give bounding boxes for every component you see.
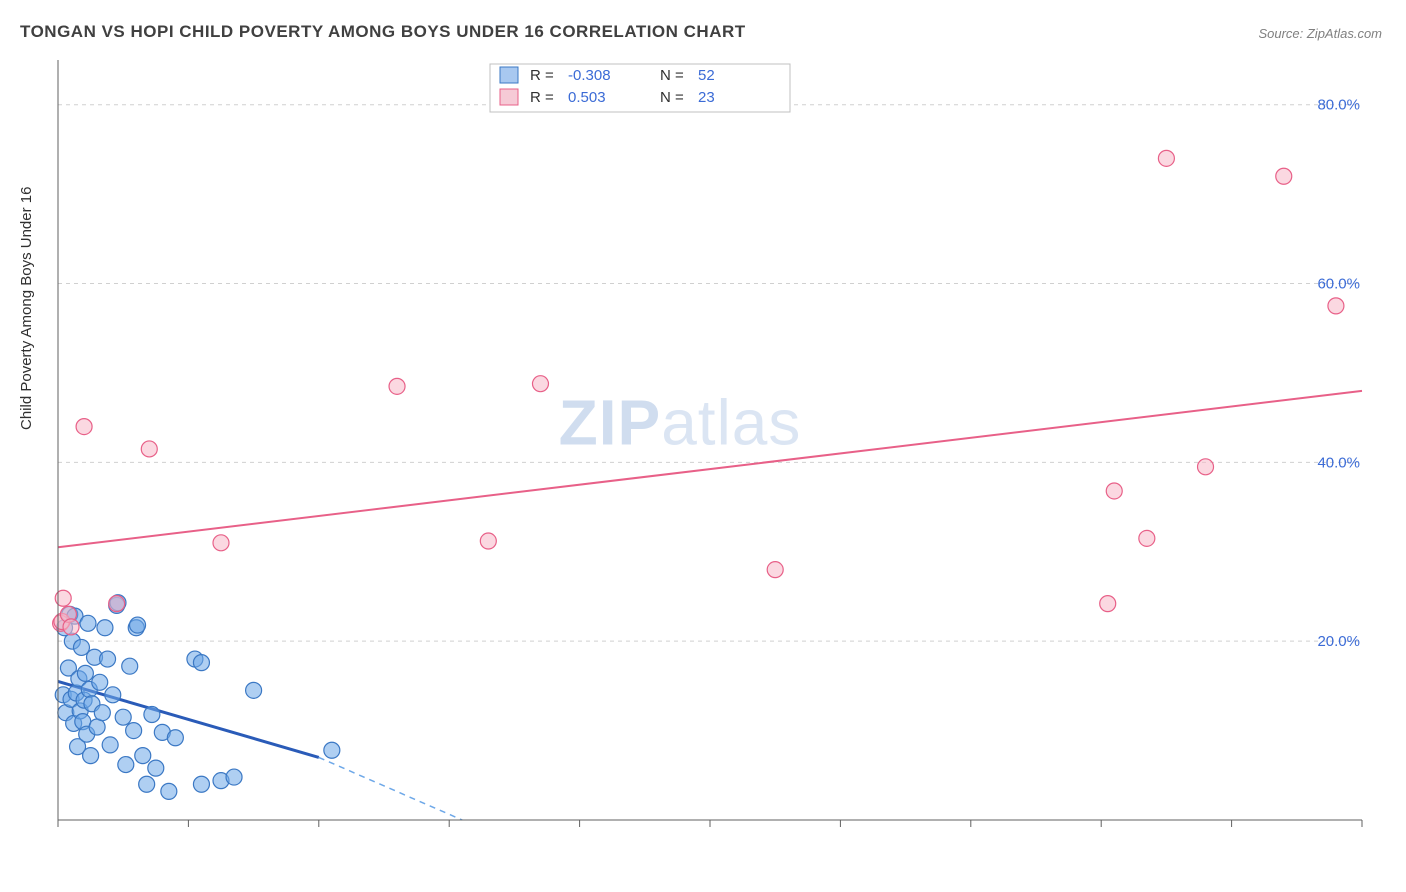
y-tick-label: 60.0% [1317, 276, 1360, 293]
data-point [1328, 298, 1344, 314]
legend-r-value: 0.503 [568, 89, 606, 106]
data-point [1106, 483, 1122, 499]
data-point [1276, 168, 1292, 184]
data-point [532, 376, 548, 392]
watermark: ZIPatlas [559, 386, 802, 458]
data-point [135, 748, 151, 764]
data-point [1100, 596, 1116, 612]
data-point [1158, 150, 1174, 166]
data-point [126, 723, 142, 739]
data-point [105, 687, 121, 703]
data-point [144, 706, 160, 722]
data-point [77, 665, 93, 681]
data-point [139, 776, 155, 792]
data-point [83, 748, 99, 764]
data-point [767, 562, 783, 578]
legend-swatch [500, 89, 518, 105]
data-point [63, 619, 79, 635]
legend-n-label: N = [660, 67, 684, 84]
data-point [324, 742, 340, 758]
y-tick-label: 40.0% [1317, 454, 1360, 471]
chart-title: TONGAN VS HOPI CHILD POVERTY AMONG BOYS … [20, 22, 746, 42]
legend-r-value: -0.308 [568, 67, 611, 84]
data-point [1198, 459, 1214, 475]
data-point [76, 419, 92, 435]
data-point [226, 769, 242, 785]
data-point [102, 737, 118, 753]
data-point [130, 617, 146, 633]
legend-r-label: R = [530, 89, 554, 106]
data-point [80, 615, 96, 631]
data-point [167, 730, 183, 746]
scatter-plot: 20.0%40.0%60.0%80.0%ZIPatlas0.0%100.0%R … [50, 60, 1370, 830]
legend-swatch [500, 67, 518, 83]
data-point [1139, 530, 1155, 546]
data-point [92, 674, 108, 690]
data-point [480, 533, 496, 549]
legend-n-value: 52 [698, 67, 715, 84]
data-point [89, 719, 105, 735]
data-point [213, 535, 229, 551]
legend-r-label: R = [530, 67, 554, 84]
data-point [148, 760, 164, 776]
source-attribution: Source: ZipAtlas.com [1258, 26, 1382, 41]
data-point [193, 655, 209, 671]
data-point [118, 757, 134, 773]
data-point [193, 776, 209, 792]
data-point [246, 682, 262, 698]
data-point [100, 651, 116, 667]
y-tick-label: 80.0% [1317, 97, 1360, 114]
y-tick-label: 20.0% [1317, 633, 1360, 650]
y-axis-label: Child Poverty Among Boys Under 16 [18, 187, 35, 430]
data-point [389, 378, 405, 394]
trendline-tongans-ext [319, 757, 462, 820]
data-point [141, 441, 157, 457]
data-point [161, 783, 177, 799]
data-point [97, 620, 113, 636]
legend-n-label: N = [660, 89, 684, 106]
data-point [109, 596, 125, 612]
data-point [122, 658, 138, 674]
data-point [115, 709, 131, 725]
data-point [94, 705, 110, 721]
legend-n-value: 23 [698, 89, 715, 106]
